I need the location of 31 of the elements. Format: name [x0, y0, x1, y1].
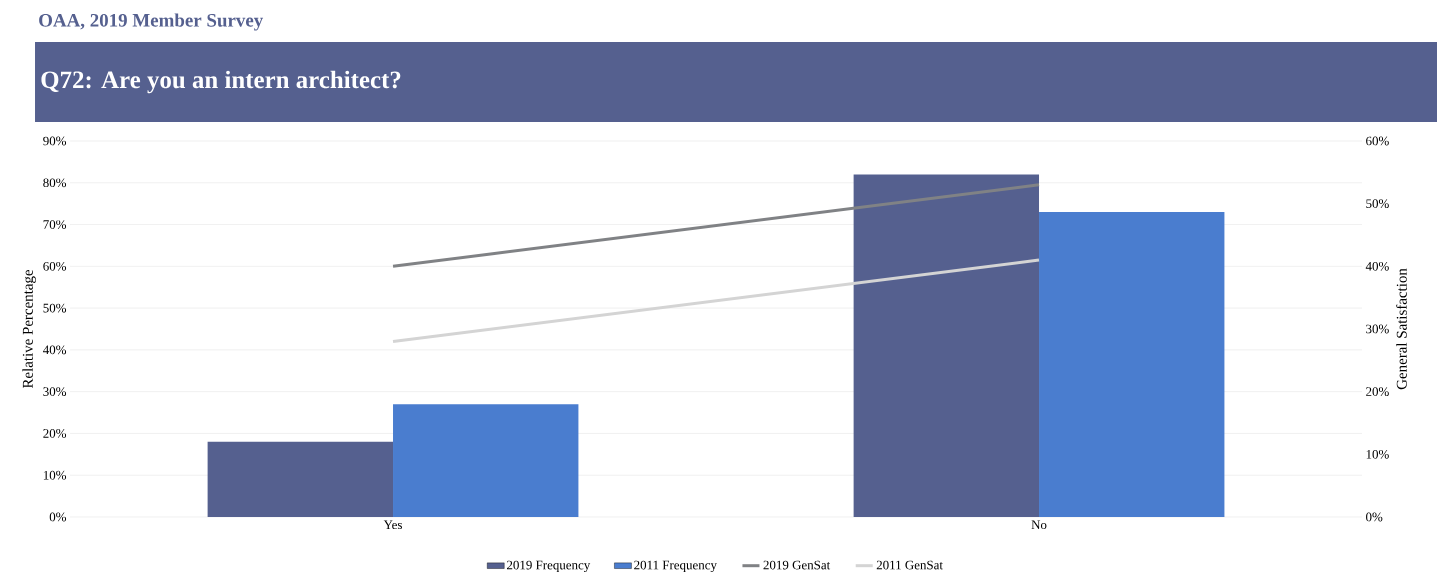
y2-tick-label: 20%: [1366, 387, 1389, 397]
chart-subtitle: Q72: Are you an intern architect?: [41, 70, 401, 94]
bar: [393, 404, 579, 517]
legend-label: 2011 Frequency: [634, 560, 717, 573]
chart-title: OAA, 2019 Member Survey: [39, 13, 264, 31]
y2-tick-label: 50%: [1366, 199, 1389, 209]
y-tick-label: 0%: [49, 512, 67, 522]
legend-label: 2019 Frequency: [507, 560, 591, 573]
y-tick-label: 90%: [43, 136, 67, 146]
x-tick-label: Yes: [383, 520, 402, 530]
y-axis-title: Relative Percentage: [22, 269, 36, 389]
bar: [853, 174, 1040, 517]
x-tick-label: No: [1031, 520, 1047, 530]
y-tick-label: 30%: [43, 387, 67, 397]
y2-tick-label: 40%: [1365, 261, 1389, 271]
y2-tick-label: 60%: [1366, 136, 1389, 146]
y-tick-label: 70%: [43, 220, 67, 229]
y-tick-label: 40%: [43, 345, 67, 355]
legend-label: 2019 GenSat: [763, 560, 831, 570]
y-tick-label: 50%: [43, 303, 67, 313]
y2-tick-label: 0%: [1366, 512, 1383, 522]
y-tick-label: 10%: [43, 470, 67, 480]
y-tick-label: 20%: [43, 429, 67, 438]
legend-label: 2011 GenSat: [876, 560, 943, 570]
y2-tick-label: 30%: [1366, 324, 1389, 334]
y2-axis-title: General Satisfaction: [1396, 268, 1407, 390]
y-tick-label: 60%: [43, 261, 67, 271]
y-tick-label: 80%: [43, 178, 67, 188]
bar: [207, 441, 394, 517]
bar: [1039, 212, 1225, 517]
y2-tick-label: 10%: [1366, 449, 1389, 459]
